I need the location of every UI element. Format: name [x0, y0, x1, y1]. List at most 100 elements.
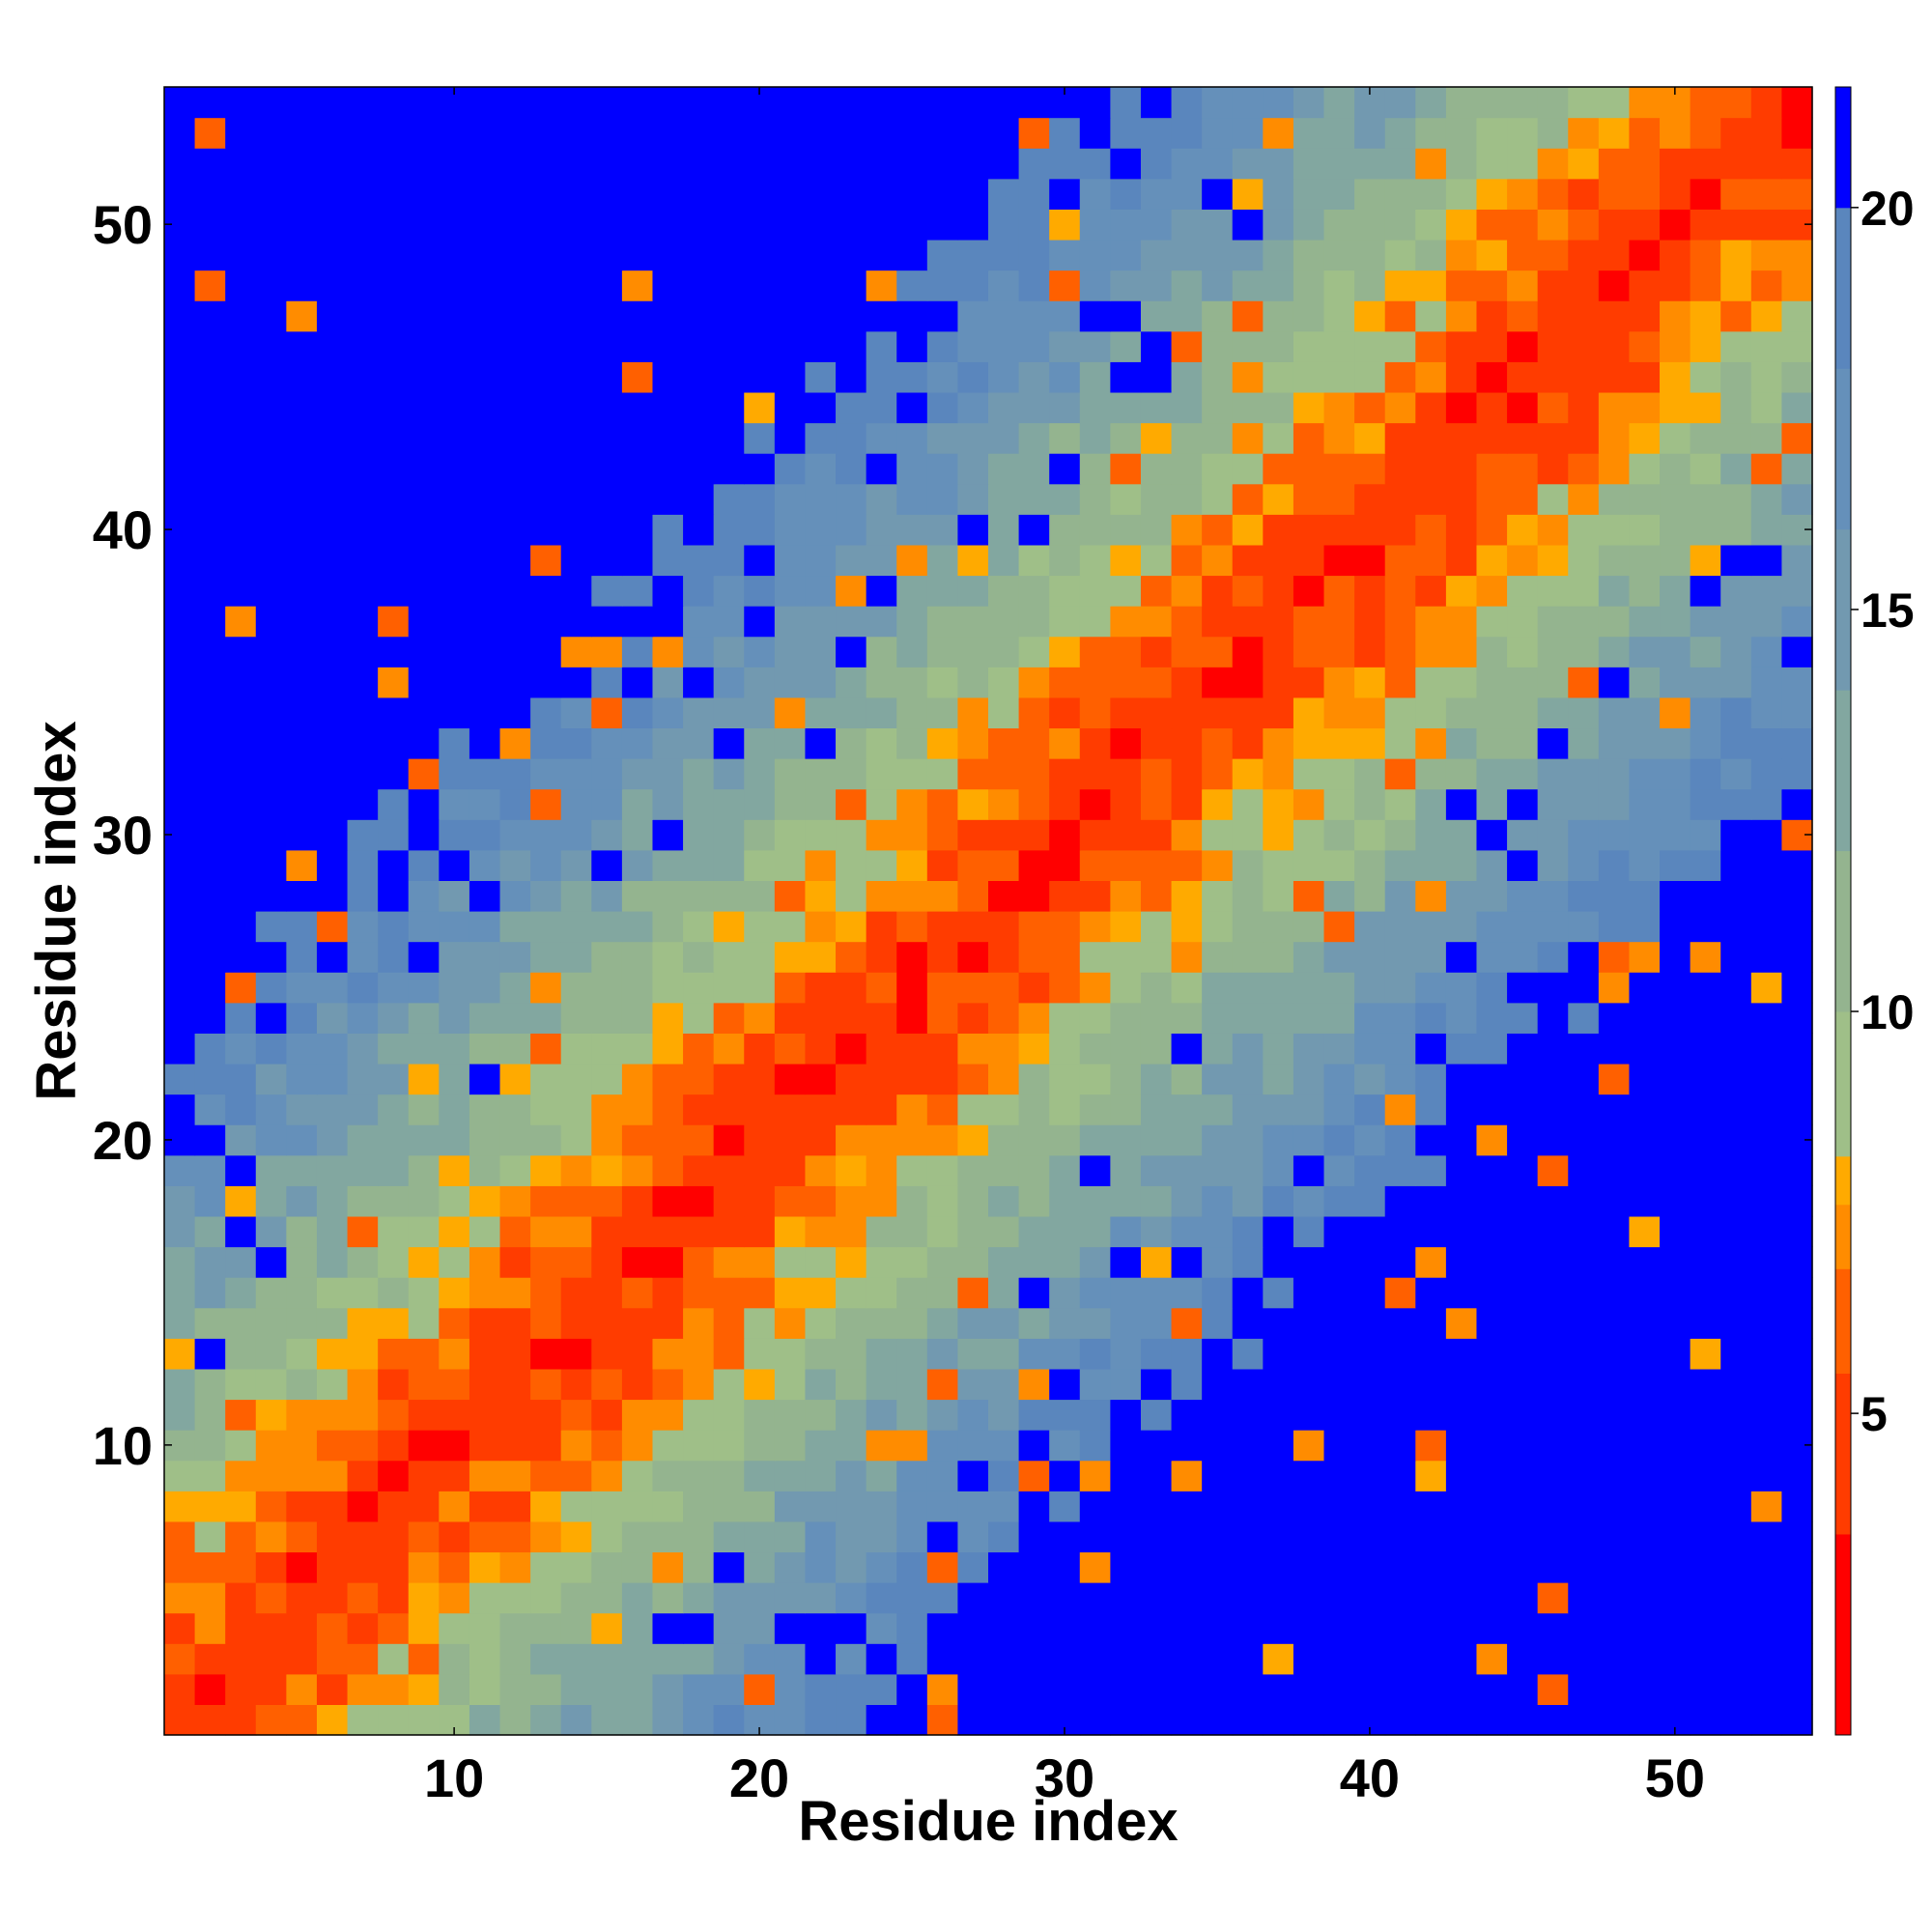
heatmap-cell	[866, 667, 897, 698]
heatmap-cell	[194, 1551, 226, 1583]
heatmap-cell	[1384, 422, 1416, 454]
heatmap-cell	[1140, 911, 1173, 943]
heatmap-cell	[164, 117, 196, 149]
heatmap-cell	[652, 636, 684, 668]
heatmap-cell	[1232, 1246, 1264, 1278]
heatmap-cell	[744, 788, 776, 820]
heatmap-cell	[1507, 1368, 1539, 1401]
heatmap-cell	[1171, 1673, 1203, 1705]
heatmap-cell	[1049, 1520, 1081, 1553]
heatmap-cell	[1384, 758, 1416, 790]
heatmap-cell	[866, 1063, 897, 1095]
heatmap-cell	[255, 1673, 287, 1705]
heatmap-cell	[774, 758, 807, 790]
heatmap-cell	[1537, 1520, 1569, 1553]
heatmap-cell	[1660, 1491, 1691, 1522]
heatmap-cell	[1202, 361, 1234, 393]
heatmap-cell	[1140, 87, 1173, 119]
heatmap-cell	[1049, 483, 1081, 515]
heatmap-cell	[1232, 117, 1264, 149]
heatmap-cell	[316, 819, 349, 851]
heatmap-cell	[1660, 1063, 1691, 1095]
heatmap-cell	[1049, 148, 1081, 180]
heatmap-cell	[530, 1551, 562, 1583]
heatmap-cell	[469, 87, 501, 119]
heatmap-cell	[774, 270, 807, 301]
heatmap-cell	[1598, 1124, 1631, 1156]
heatmap-cell	[805, 880, 837, 912]
heatmap-cell	[1110, 361, 1142, 393]
heatmap-cell	[652, 1094, 684, 1125]
heatmap-cell	[1049, 178, 1081, 210]
heatmap-cell	[866, 1491, 897, 1522]
heatmap-cell	[1720, 880, 1752, 912]
heatmap-cell	[408, 117, 440, 149]
heatmap-cell	[378, 1215, 410, 1248]
heatmap-cell	[1537, 209, 1569, 241]
heatmap-cell	[652, 361, 684, 393]
heatmap-cell	[926, 1491, 958, 1522]
heatmap-cell	[957, 1063, 989, 1095]
heatmap-cell	[1720, 849, 1752, 881]
heatmap-cell	[316, 178, 349, 210]
heatmap-cell	[1293, 1430, 1325, 1462]
heatmap-cell	[1354, 544, 1386, 577]
heatmap-cell	[1079, 1551, 1111, 1583]
heatmap-cell	[1384, 1368, 1416, 1401]
heatmap-cell	[1415, 1338, 1447, 1370]
heatmap-cell	[164, 1063, 196, 1095]
heatmap-cell	[1323, 361, 1355, 393]
heatmap-cell	[1171, 606, 1203, 638]
heatmap-cell	[1018, 575, 1050, 607]
heatmap-cell	[1232, 636, 1264, 668]
heatmap-cell	[439, 239, 470, 271]
heatmap-cell	[499, 1399, 531, 1431]
heatmap-cell	[378, 1460, 410, 1492]
heatmap-cell	[560, 1430, 592, 1462]
heatmap-cell	[1720, 1643, 1752, 1675]
heatmap-cell	[1202, 636, 1234, 668]
heatmap-cell	[836, 1368, 867, 1401]
heatmap-cell	[744, 239, 776, 271]
heatmap-cell	[1232, 1338, 1264, 1370]
heatmap-cell	[469, 514, 501, 546]
heatmap-cell	[1690, 972, 1721, 1004]
heatmap-cell	[255, 1399, 287, 1431]
heatmap-cell	[1660, 1399, 1691, 1431]
heatmap-cell	[652, 1368, 684, 1401]
heatmap-cell	[1171, 483, 1203, 515]
colorbar-band	[1835, 87, 1851, 209]
heatmap-cell	[225, 453, 257, 485]
heatmap-cell	[499, 87, 531, 119]
heatmap-cell	[1202, 1491, 1234, 1522]
heatmap-cell	[1507, 819, 1539, 851]
heatmap-cell	[439, 330, 470, 362]
heatmap-cell	[744, 1368, 776, 1401]
heatmap-cell	[1171, 1185, 1203, 1217]
heatmap-cell	[378, 270, 410, 301]
heatmap-cell	[469, 1612, 501, 1644]
heatmap-cell	[1171, 1246, 1203, 1278]
heatmap-cell	[926, 1277, 958, 1309]
heatmap-cell	[408, 911, 440, 943]
heatmap-cell	[1690, 300, 1721, 332]
heatmap-cell	[1476, 1033, 1508, 1065]
heatmap-cell	[1568, 1673, 1600, 1705]
heatmap-cell	[836, 514, 867, 546]
heatmap-cell	[1781, 1246, 1813, 1278]
heatmap-cell	[408, 87, 440, 119]
heatmap-cell	[1140, 1277, 1173, 1309]
heatmap-cell	[1354, 1307, 1386, 1339]
heatmap-cell	[1140, 1582, 1173, 1614]
heatmap-cell	[1018, 636, 1050, 668]
heatmap-cell	[347, 1124, 379, 1156]
heatmap-cell	[805, 453, 837, 485]
heatmap-cell	[255, 1338, 287, 1370]
heatmap-cell	[225, 696, 257, 729]
heatmap-cell	[1293, 1338, 1325, 1370]
heatmap-cell	[1323, 300, 1355, 332]
heatmap-cell	[560, 361, 592, 393]
heatmap-cell	[1568, 1002, 1600, 1034]
heatmap-cell	[530, 1582, 562, 1614]
heatmap-cell	[957, 1551, 989, 1583]
